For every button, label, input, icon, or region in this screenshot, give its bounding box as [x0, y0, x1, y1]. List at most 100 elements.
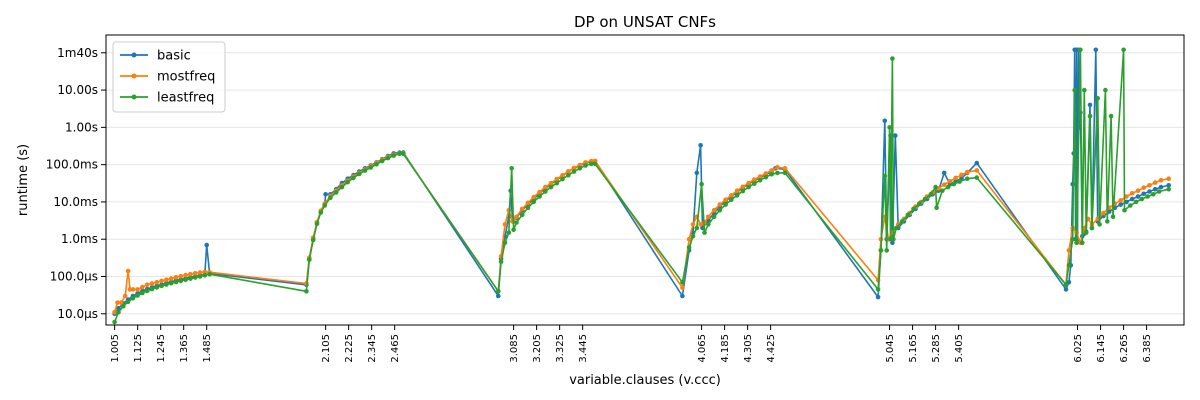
data-point — [531, 195, 536, 200]
y-tick-label: 10.00s — [57, 83, 98, 97]
data-point — [401, 152, 406, 157]
data-point — [680, 294, 685, 299]
data-point — [1070, 237, 1075, 242]
data-point — [135, 287, 140, 292]
data-point — [583, 163, 588, 168]
data-point — [351, 176, 356, 181]
data-point — [503, 241, 508, 246]
x-axis-label: variable.clauses (v.ccc) — [569, 373, 721, 388]
legend-marker — [132, 95, 137, 100]
data-point — [706, 222, 711, 227]
legend-label-mostfreq: mostfreq — [157, 70, 215, 85]
data-point — [876, 295, 881, 300]
data-point — [934, 205, 939, 210]
data-point — [514, 215, 519, 220]
data-point — [188, 276, 193, 281]
data-point — [900, 219, 905, 224]
data-point — [507, 230, 512, 235]
data-point — [112, 320, 117, 325]
data-point — [680, 285, 685, 290]
legend-label-leastfreq: leastfreq — [157, 91, 214, 106]
data-point — [741, 185, 746, 190]
data-point — [560, 177, 565, 182]
data-point — [691, 222, 696, 227]
x-tick-label: 2.465 — [390, 334, 401, 363]
data-point — [876, 287, 881, 292]
data-point — [555, 181, 560, 186]
data-point — [695, 226, 700, 231]
data-point — [345, 180, 350, 185]
data-point — [887, 125, 892, 130]
data-point — [150, 287, 155, 292]
legend-marker — [132, 74, 137, 79]
x-tick-label: 6.025 — [1073, 334, 1084, 363]
data-point — [543, 185, 548, 190]
data-point — [1072, 88, 1077, 93]
data-point — [526, 205, 531, 210]
data-point — [386, 156, 391, 161]
data-point — [923, 197, 928, 202]
x-tick-label: 5.285 — [931, 334, 942, 363]
data-point — [940, 188, 945, 193]
data-point — [328, 195, 333, 200]
data-point — [1159, 178, 1164, 183]
data-point — [198, 274, 203, 279]
data-point — [1118, 198, 1123, 203]
data-point — [680, 280, 685, 285]
data-point — [380, 159, 385, 164]
data-point — [746, 185, 751, 190]
x-tick-label: 5.405 — [954, 334, 965, 363]
data-point — [965, 170, 970, 175]
data-point — [126, 300, 131, 305]
x-tick-label: 3.205 — [532, 334, 543, 363]
data-point — [1084, 230, 1089, 235]
data-point — [879, 248, 884, 253]
data-point — [368, 165, 373, 170]
data-point — [948, 179, 953, 184]
data-point — [145, 283, 150, 288]
data-point — [1082, 88, 1087, 93]
data-point — [1140, 197, 1145, 202]
data-point — [1121, 48, 1126, 53]
x-tick-label: 6.145 — [1096, 334, 1107, 363]
data-point — [520, 207, 525, 212]
data-point — [193, 271, 198, 276]
data-point — [959, 173, 964, 178]
data-point — [975, 161, 980, 166]
data-point — [942, 171, 947, 176]
data-point — [1109, 114, 1114, 119]
data-point — [1128, 203, 1133, 208]
data-point — [1122, 208, 1127, 213]
x-tick-label: 4.425 — [766, 334, 777, 363]
data-point — [929, 192, 934, 197]
data-point — [741, 189, 746, 194]
data-point — [1078, 48, 1083, 53]
data-point — [975, 175, 980, 180]
x-tick-label: 1.245 — [156, 334, 167, 363]
data-point — [1097, 222, 1102, 227]
data-point — [1067, 263, 1072, 268]
data-point — [140, 291, 145, 296]
data-point — [496, 294, 501, 299]
data-point — [957, 179, 962, 184]
data-point — [729, 193, 734, 198]
data-point — [1166, 176, 1171, 181]
data-point — [769, 172, 774, 177]
data-point — [775, 165, 780, 170]
data-point — [699, 182, 704, 187]
data-point — [723, 202, 728, 207]
data-point — [537, 190, 542, 195]
data-point — [783, 171, 788, 176]
data-point — [1153, 187, 1158, 192]
data-point — [159, 279, 164, 284]
data-point — [1105, 219, 1110, 224]
data-point — [1136, 194, 1141, 199]
data-point — [145, 289, 150, 294]
data-point — [179, 274, 184, 279]
data-point — [1080, 241, 1085, 246]
data-point — [204, 243, 209, 248]
data-point — [391, 153, 396, 158]
data-point — [188, 272, 193, 277]
data-point — [884, 248, 889, 253]
